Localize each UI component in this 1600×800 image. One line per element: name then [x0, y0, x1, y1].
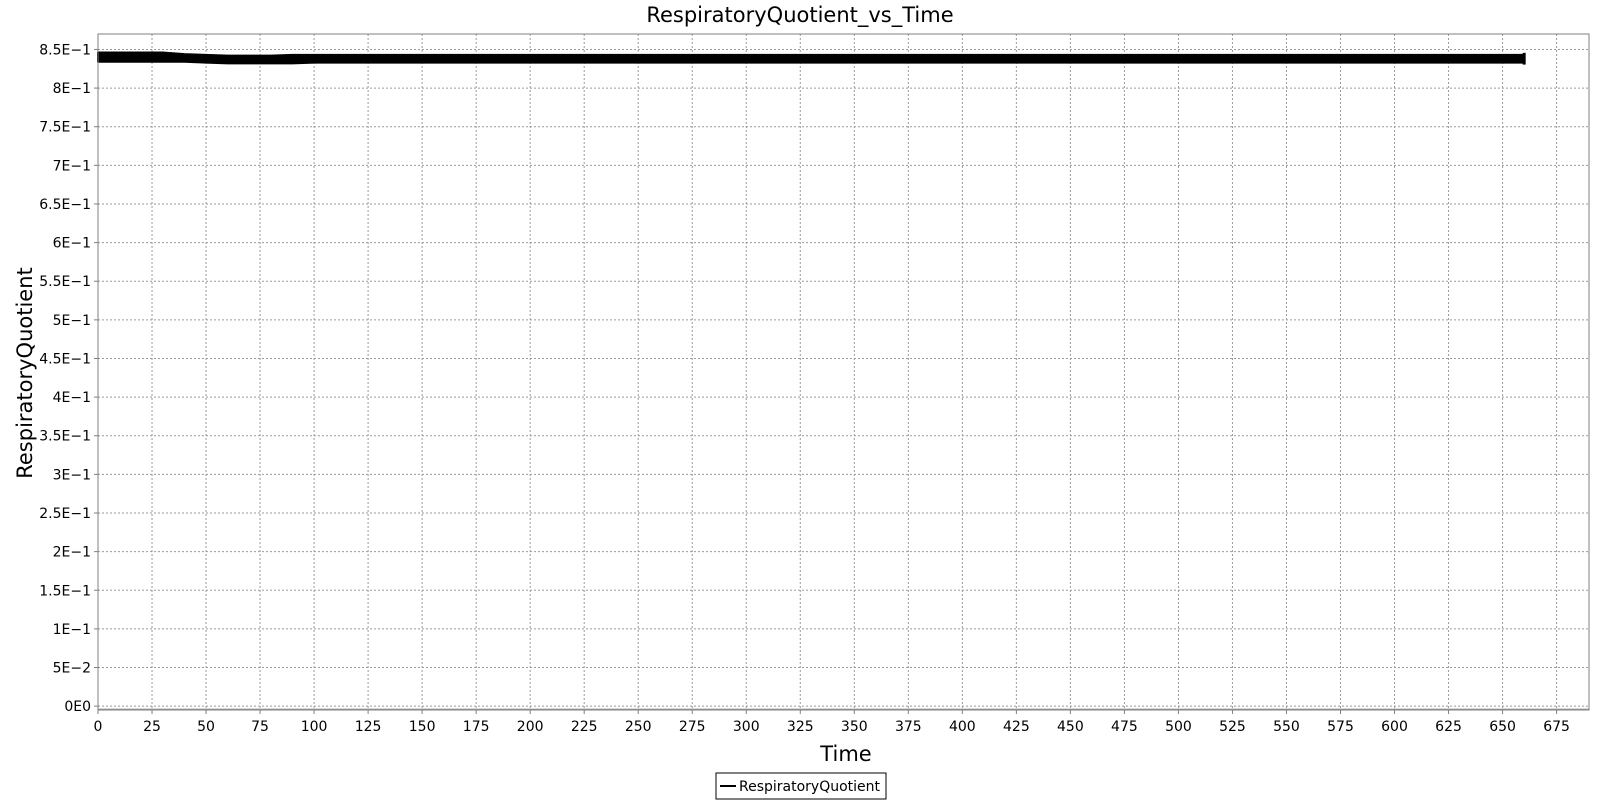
x-axis: 0 25 50 75 100 125 150 175 200 225 250 275 300 325 350…: [94, 710, 1570, 735]
legend-label: RespiratoryQuotient: [739, 779, 881, 795]
y-tick-label: 6E−1: [53, 236, 91, 252]
x-tick-label: 625: [1435, 719, 1462, 735]
x-tick-label: 400: [949, 719, 976, 735]
x-tick-label: 675: [1543, 719, 1570, 735]
x-tick-label: 325: [787, 719, 814, 735]
x-tick-label: 500: [1165, 719, 1192, 735]
x-tick-label: 300: [733, 719, 760, 735]
legend-box: [715, 772, 887, 800]
y-tick-label: 6.5E−1: [39, 197, 91, 213]
chart-title: RespiratoryQuotient_vs_Time: [646, 3, 953, 28]
x-tick-label: 125: [355, 719, 382, 735]
x-tick-label: 100: [301, 719, 328, 735]
y-tick-label: 4E−1: [53, 390, 91, 406]
y-tick-label: 7E−1: [53, 158, 91, 174]
x-tick-label: 275: [679, 719, 706, 735]
x-tick-label: 150: [409, 719, 436, 735]
y-axis: 0E0 5E−2 1E−1 1.5E−1 2E−1 2.5E−1 3E−1 3.5E−1 4E−…: [39, 42, 98, 715]
series-band: [97, 51, 1526, 65]
x-tick-label: 525: [1219, 719, 1246, 735]
legend: RespiratoryQuotient: [715, 772, 887, 800]
y-tick-label: 5E−1: [53, 313, 91, 329]
x-tick-label: 650: [1489, 719, 1516, 735]
y-tick-label: 7.5E−1: [39, 120, 91, 136]
y-tick-label: 2E−1: [53, 545, 91, 561]
y-tick-label: 8.5E−1: [39, 42, 91, 58]
x-tick-label: 200: [517, 719, 544, 735]
x-tick-label: 450: [1057, 719, 1084, 735]
y-tick-label: 1E−1: [53, 622, 91, 638]
y-tick-label: 5E−2: [53, 661, 91, 677]
x-tick-label: 475: [1111, 719, 1138, 735]
y-axis-label: RespiratoryQuotient: [13, 267, 37, 479]
y-tick-label: 0E0: [64, 699, 91, 715]
x-tick-label: 550: [1273, 719, 1300, 735]
x-tick-label: 425: [1003, 719, 1030, 735]
x-tick-label: 375: [895, 719, 922, 735]
y-tick-label: 4.5E−1: [39, 351, 91, 367]
plot-background: [98, 34, 1589, 710]
x-tick-label: 600: [1381, 719, 1408, 735]
x-tick-label: 0: [94, 719, 103, 735]
y-tick-label: 3E−1: [53, 467, 91, 483]
y-tick-label: 1.5E−1: [39, 583, 91, 599]
x-tick-label: 175: [463, 719, 490, 735]
y-tick-label: 8E−1: [53, 81, 91, 97]
y-tick-label: 3.5E−1: [39, 429, 91, 445]
x-tick-label: 350: [841, 719, 868, 735]
series-layer: [97, 51, 1526, 65]
y-tick-label: 5.5E−1: [39, 274, 91, 290]
x-tick-label: 50: [197, 719, 215, 735]
x-tick-label: 225: [571, 719, 598, 735]
x-tick-label: 575: [1327, 719, 1354, 735]
y-tick-label: 2.5E−1: [39, 506, 91, 522]
x-axis-label: Time: [819, 742, 871, 766]
x-tick-label: 75: [251, 719, 269, 735]
x-tick-label: 250: [625, 719, 652, 735]
x-tick-label: 25: [143, 719, 161, 735]
plot-border: [97, 33, 1590, 711]
